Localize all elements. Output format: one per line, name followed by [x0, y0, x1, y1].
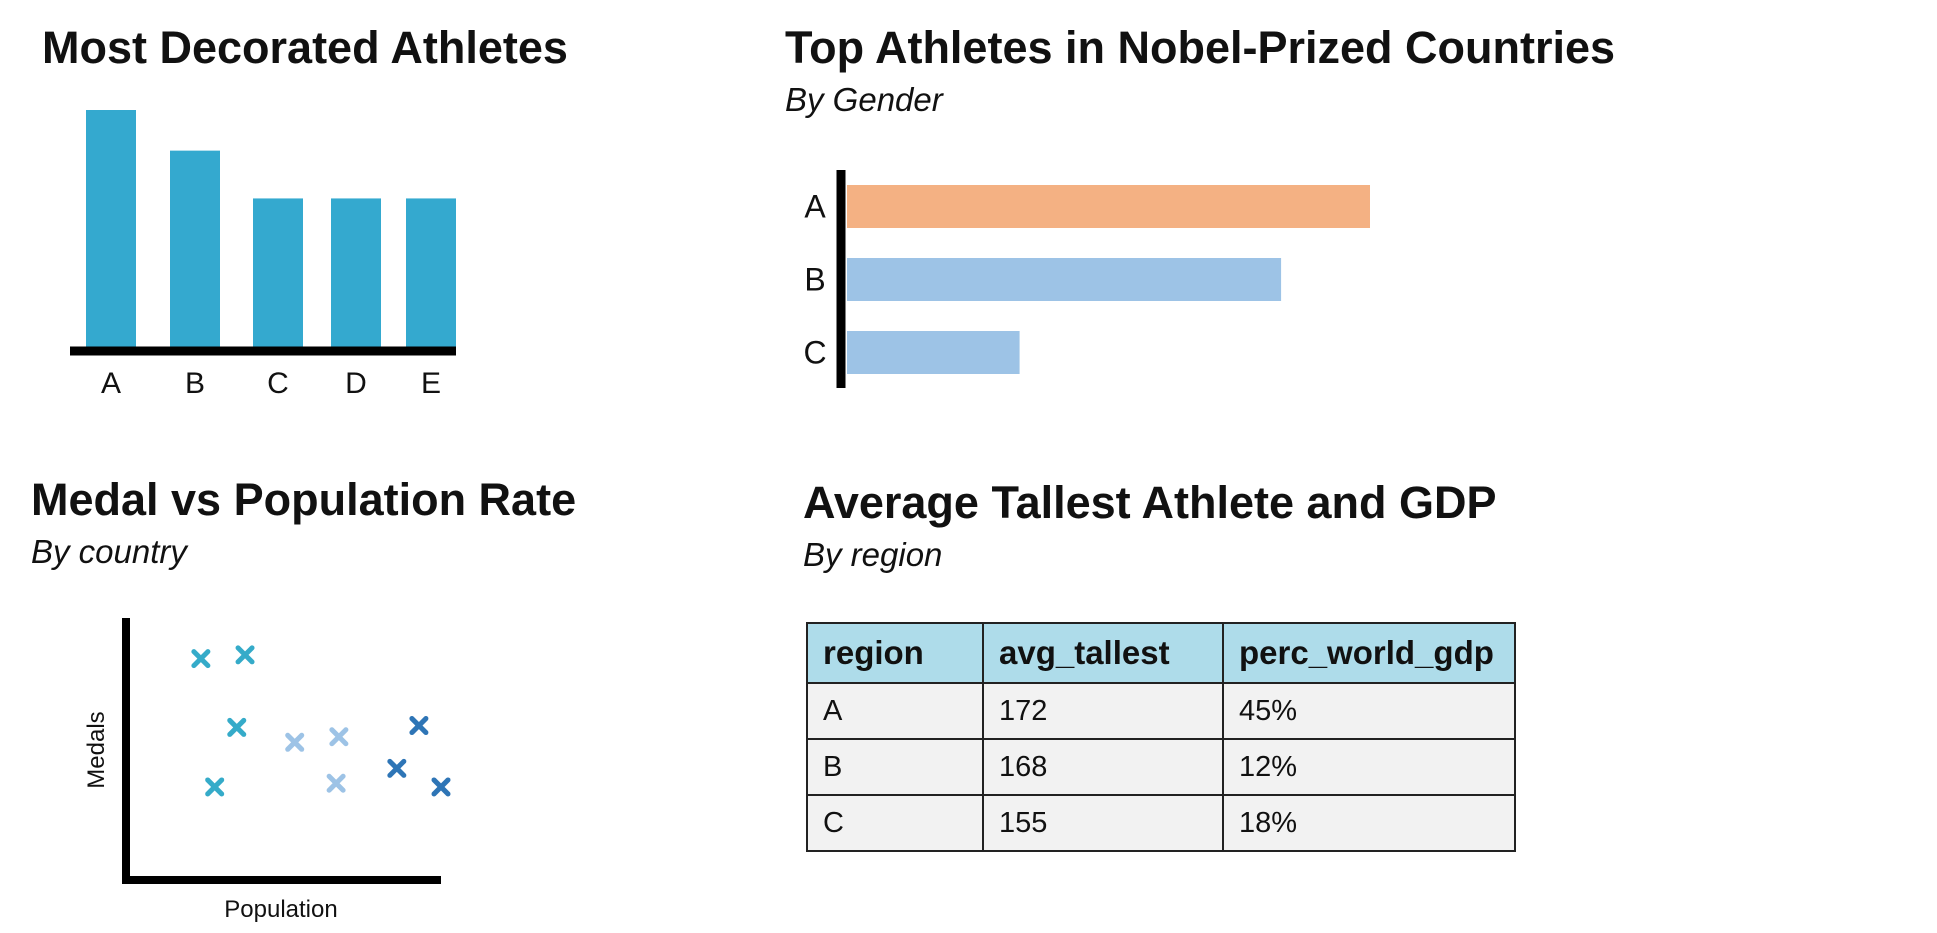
y-tick-label: B: [804, 262, 825, 298]
bar-B: [170, 150, 220, 349]
table-cell: 168: [982, 738, 1224, 796]
table-header-row: region avg_tallest perc_world_gdp: [806, 622, 1516, 684]
point-stroke: [326, 773, 346, 793]
bar-C: [253, 198, 303, 349]
chart3-title: Medal vs Population Rate: [31, 474, 577, 525]
bar-E: [406, 198, 456, 349]
table-row: C 155 18%: [806, 794, 1516, 852]
x-tick-label: D: [345, 367, 367, 400]
scatter-point: [235, 645, 255, 665]
bar-C: [847, 331, 1020, 374]
table-subtitle: By region: [803, 536, 943, 573]
bar-A: [847, 185, 1370, 228]
bar-B: [847, 258, 1282, 301]
table-cell: A: [806, 682, 984, 740]
point-stroke: [205, 777, 225, 797]
table-cell: 45%: [1222, 682, 1516, 740]
point-stroke: [227, 717, 247, 737]
scatter-point: [285, 732, 305, 752]
table-header-cell: avg_tallest: [982, 622, 1224, 684]
region-data-table: region avg_tallest perc_world_gdp A 172 …: [806, 622, 1516, 852]
point-stroke: [285, 732, 305, 752]
scatter-point: [329, 727, 349, 747]
bar-D: [331, 198, 381, 349]
chart1-title: Most Decorated Athletes: [42, 22, 568, 73]
table-cell: 12%: [1222, 738, 1516, 796]
scatter-point: [227, 717, 247, 737]
table-cell: 18%: [1222, 794, 1516, 852]
point-stroke: [387, 758, 407, 778]
scatter-point: [387, 758, 407, 778]
x-tick-label: E: [421, 367, 441, 400]
x-tick-label: B: [185, 367, 205, 400]
y-axis-label: Medals: [83, 711, 110, 788]
table-row: B 168 12%: [806, 738, 1516, 796]
chart3-subtitle: By country: [31, 533, 187, 570]
scatter-point: [326, 773, 346, 793]
bar-A: [86, 110, 136, 349]
table-row: A 172 45%: [806, 682, 1516, 740]
table-cell: B: [806, 738, 984, 796]
point-stroke: [409, 716, 429, 736]
scatter-point: [191, 649, 211, 669]
point-stroke: [329, 727, 349, 747]
scatter-point: [409, 716, 429, 736]
table-header-cell: perc_world_gdp: [1222, 622, 1516, 684]
point-stroke: [431, 777, 451, 797]
x-axis-label: Population: [224, 896, 337, 923]
point-stroke: [191, 649, 211, 669]
x-tick-label: C: [267, 367, 289, 400]
table-title: Average Tallest Athlete and GDP: [803, 477, 1497, 528]
scatter-point: [431, 777, 451, 797]
table-cell: C: [806, 794, 984, 852]
chart2-title: Top Athletes in Nobel-Prized Countries: [785, 22, 1616, 73]
scatter-point: [205, 777, 225, 797]
chart2-subtitle: By Gender: [785, 81, 943, 118]
table-header-cell: region: [806, 622, 984, 684]
table-cell: 155: [982, 794, 1224, 852]
table-cell: 172: [982, 682, 1224, 740]
x-tick-label: A: [101, 367, 121, 400]
y-tick-label: C: [803, 335, 826, 371]
y-tick-label: A: [804, 189, 826, 225]
point-stroke: [235, 645, 255, 665]
